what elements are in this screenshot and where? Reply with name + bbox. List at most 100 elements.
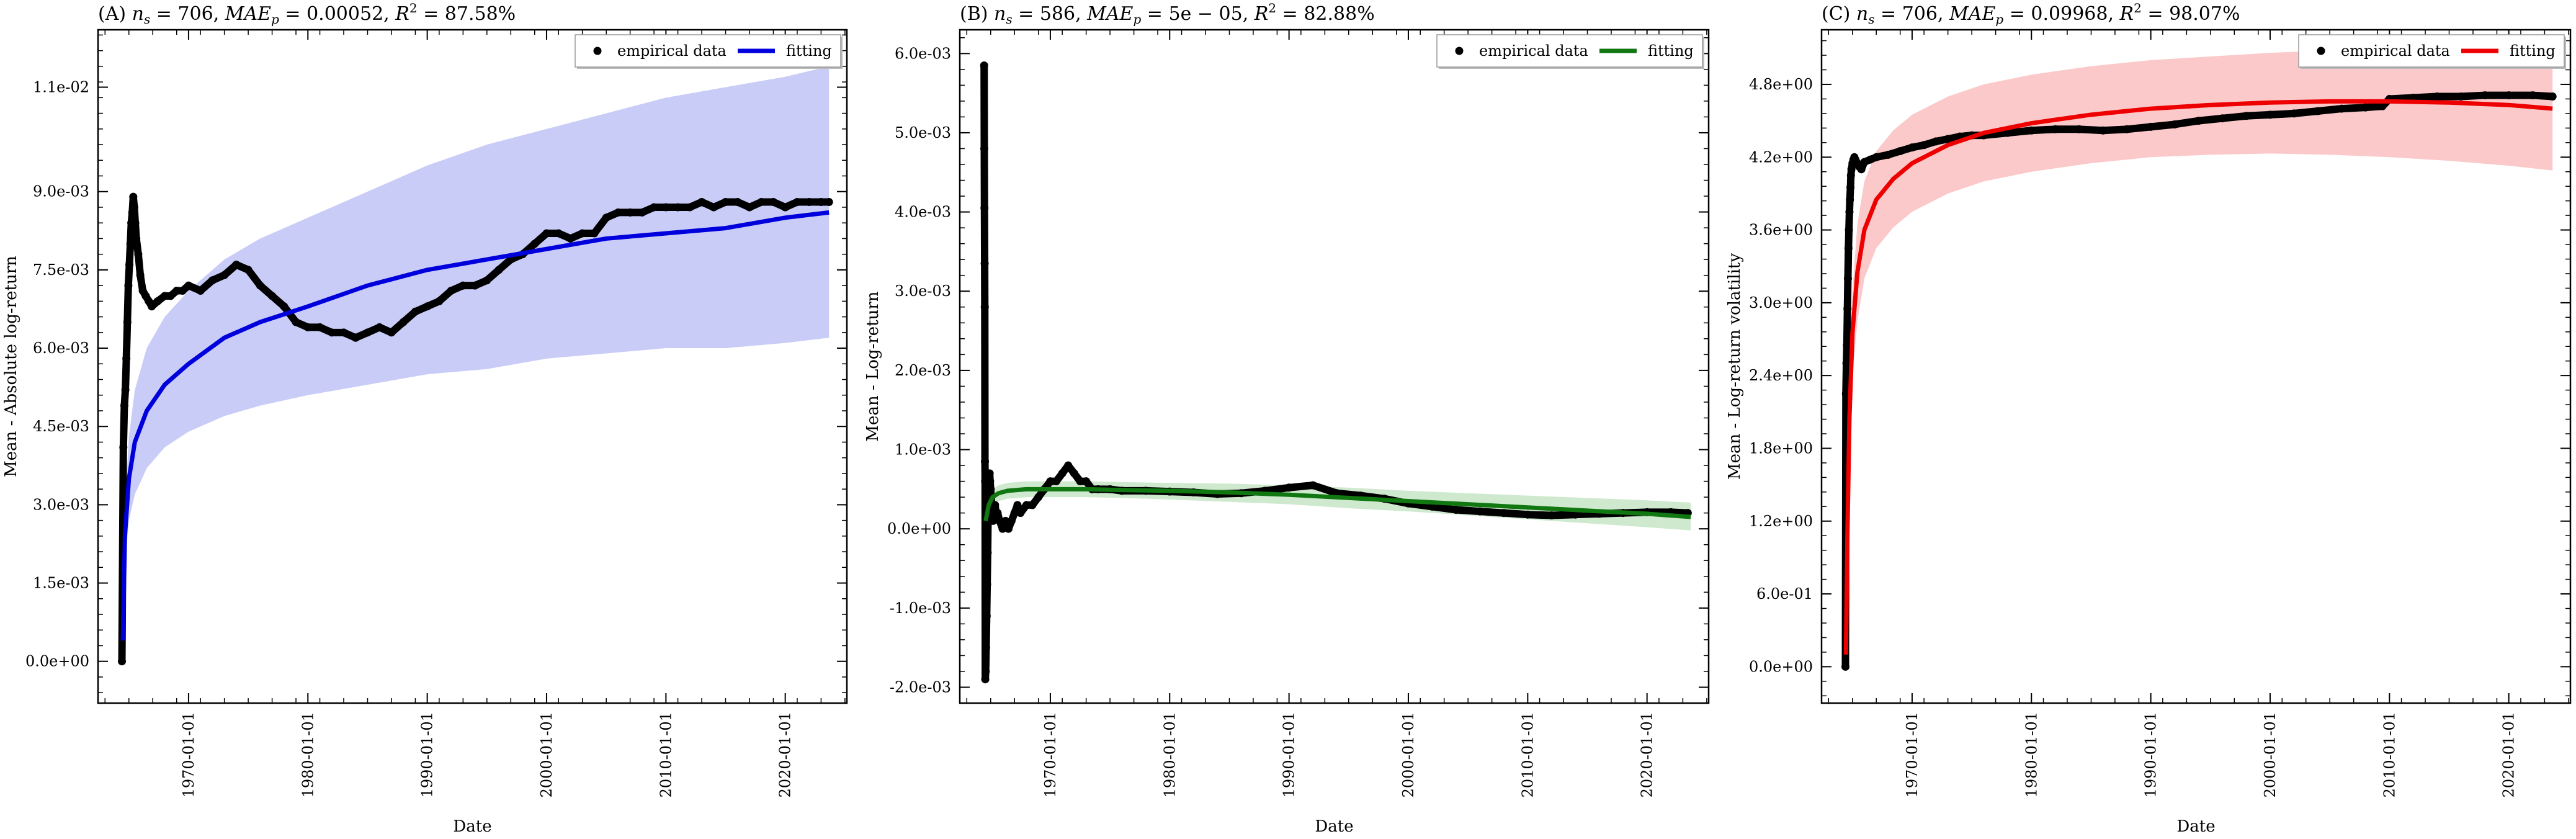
confidence-band [123, 66, 830, 662]
title-r2-superscript: 2 [409, 1, 418, 16]
empirical-point [411, 307, 419, 316]
empirical-point [208, 276, 217, 285]
empirical-point [2075, 125, 2083, 133]
empirical-point [2378, 102, 2387, 110]
y-tick-label: 4.0e-03 [895, 204, 951, 221]
empirical-point [1308, 481, 1317, 490]
empirical-point [132, 234, 141, 243]
y-tick-label: 7.5e-03 [33, 261, 89, 279]
legend-label-empirical: empirical data [1479, 42, 1588, 60]
empirical-point [2505, 91, 2513, 100]
empirical-point [166, 292, 175, 300]
empirical-point [2122, 125, 2131, 133]
panel-title: (C) ns = 706, MAEp = 0.09968, R2 = 98.07… [1822, 1, 2240, 27]
title-prefix: (C) [1822, 3, 1856, 25]
axes-frame [1820, 29, 2572, 704]
x-tick-label: 1970-01-01 [1903, 712, 1921, 797]
empirical-point [722, 198, 730, 207]
empirical-point [1046, 477, 1055, 486]
empirical-point [1064, 461, 1073, 470]
empirical-point [122, 354, 131, 363]
y-tick-label: 2.4e+00 [1749, 367, 1813, 384]
legend: empirical data fitting [1436, 34, 1704, 69]
empirical-point [1944, 135, 1952, 143]
empirical-point [805, 198, 813, 207]
empirical-point [178, 287, 187, 295]
empirical-point [816, 198, 825, 207]
empirical-trail [980, 61, 1692, 683]
x-tick-label: 1980-01-01 [299, 712, 316, 797]
panel-c: 0.0e+00 6.0e-01 1.2e+00 1.8e+00 2.4e+00 3.0e+… [1725, 1, 2572, 836]
empirical-point [986, 485, 995, 493]
title-r2-value: 98.07% [2169, 3, 2240, 25]
empirical-point [363, 328, 372, 337]
empirical-point [793, 198, 802, 207]
y-tick-label: -2.0e-03 [890, 678, 951, 696]
empirical-point [980, 144, 988, 153]
empirical-point [1058, 469, 1067, 478]
empirical-point [483, 276, 491, 285]
empirical-point [2457, 92, 2466, 101]
empirical-point [172, 287, 181, 295]
legend-marker-empirical [1455, 47, 1464, 55]
empirical-point [602, 213, 610, 222]
title-equals: = [1141, 3, 1168, 25]
y-tick-label: 3.6e+00 [1749, 222, 1813, 239]
empirical-point [160, 292, 169, 300]
empirical-point [1004, 524, 1013, 533]
x-tick-label: 2020-01-01 [1639, 712, 1656, 797]
legend-marker-empirical [593, 47, 602, 55]
y-tick-label: 1.1e-02 [33, 79, 89, 96]
empirical-point [1843, 274, 1852, 283]
empirical-point [328, 328, 336, 337]
axes-frame [97, 29, 848, 704]
y-tick-label: 4.5e-03 [33, 418, 89, 435]
empirical-point [2218, 114, 2227, 123]
title-separator: , [2108, 3, 2119, 25]
empirical-point [117, 657, 126, 666]
y-axis-label: Mean - Log-return volatility [1725, 253, 1744, 480]
empirical-point [129, 192, 138, 201]
empirical-point [1076, 477, 1085, 486]
empirical-point [316, 323, 324, 331]
title-ns-value: 706 [1902, 3, 1938, 25]
y-tick-label: 9.0e-03 [33, 183, 89, 200]
x-tick-label: 1990-01-01 [419, 712, 436, 797]
y-tick-label: 3.0e-03 [895, 282, 951, 300]
empirical-point [268, 292, 277, 300]
empirical-point [121, 385, 130, 394]
empirical-point [686, 203, 694, 212]
empirical-point [757, 198, 766, 207]
title-equals: = [418, 3, 445, 25]
empirical-point [120, 402, 128, 410]
x-tick-label: 2010-01-01 [1519, 712, 1536, 797]
empirical-point [1010, 509, 1019, 518]
empirical-point [981, 675, 990, 684]
empirical-point [650, 203, 658, 212]
empirical-point [982, 667, 990, 676]
empirical-point [566, 234, 575, 243]
empirical-point [196, 287, 205, 295]
empirical-point [983, 548, 992, 557]
title-separator: , [383, 3, 395, 25]
empirical-point [1920, 141, 1928, 150]
x-axis-label: Date [453, 817, 491, 836]
empirical-point [2242, 112, 2251, 120]
y-tick-label: 1.8e+00 [1749, 439, 1813, 457]
fit-curve [120, 210, 830, 641]
empirical-point [126, 240, 135, 248]
empirical-point [292, 318, 300, 326]
empirical-point [458, 281, 467, 290]
title-mae-subscript: p [271, 12, 279, 27]
empirical-point [2027, 126, 2036, 135]
title-separator: , [1075, 3, 1087, 25]
legend-label-empirical: empirical data [617, 42, 727, 60]
title-mae-symbol: MAE [225, 3, 271, 25]
legend: empirical data fitting [2298, 34, 2566, 69]
empirical-point [130, 203, 138, 212]
empirical-point [2337, 104, 2346, 113]
legend-label-empirical: empirical data [2341, 42, 2450, 60]
x-tick-label: 1970-01-01 [1042, 712, 1059, 797]
empirical-point [530, 240, 539, 248]
y-tick-label: 1.0e-03 [895, 441, 951, 459]
